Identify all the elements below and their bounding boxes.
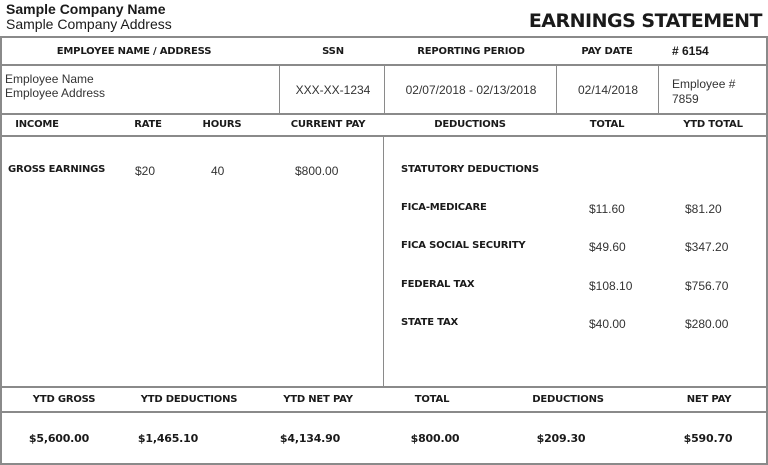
- employee-name: Employee Name: [5, 72, 94, 86]
- period-value: 02/07/2018 - 02/13/2018: [405, 83, 537, 97]
- divider: [556, 65, 557, 114]
- net-pay-header: NET PAY: [686, 394, 732, 405]
- ssn-value: XXX-XX-1234: [295, 83, 371, 97]
- deduction-total: $108.10: [589, 279, 633, 293]
- employee-number-label: Employee #: [672, 77, 736, 91]
- divider: [383, 136, 384, 387]
- rate-header: RATE: [134, 119, 162, 130]
- ytd-gross-header: YTD GROSS: [32, 394, 96, 405]
- statement-table: [0, 36, 768, 465]
- ytd-gross-value: $5,600.00: [28, 432, 90, 445]
- rate-value: $20: [135, 164, 156, 178]
- hours-header: HOURS: [202, 119, 242, 130]
- deduction-label: FEDERAL TAX: [401, 279, 475, 290]
- company-address: Sample Company Address: [6, 16, 172, 32]
- divider: [0, 135, 768, 137]
- deduction-label: FICA-MEDICARE: [401, 202, 487, 213]
- deduction-total: $49.60: [589, 240, 626, 254]
- deduction-ytd: $280.00: [685, 317, 729, 331]
- deduction-total: $11.60: [589, 202, 625, 216]
- summary-total-value: $800.00: [410, 432, 460, 445]
- summary-total-header: TOTAL: [414, 394, 450, 405]
- hours-value: 40: [211, 164, 225, 178]
- employee-header: EMPLOYEE NAME / ADDRESS: [56, 46, 212, 57]
- divider: [658, 65, 659, 114]
- total-header: TOTAL: [589, 119, 625, 130]
- employee-number: 7859: [672, 92, 699, 106]
- statement-number: # 6154: [672, 44, 709, 58]
- current-pay-value: $800.00: [295, 164, 339, 178]
- company-name: Sample Company Name: [6, 1, 166, 17]
- net-pay-value: $590.70: [683, 432, 733, 445]
- pay-date-header: PAY DATE: [581, 46, 633, 57]
- statement-title: EARNINGS STATEMENT: [528, 10, 763, 32]
- ytd-deductions-value: $1,465.10: [137, 432, 199, 445]
- deduction-label: FICA SOCIAL SECURITY: [401, 240, 526, 251]
- ytd-net-pay-header: YTD NET PAY: [283, 394, 353, 405]
- statutory-deductions-label: STATUTORY DEDUCTIONS: [401, 164, 539, 175]
- ssn-header: SSN: [322, 46, 344, 57]
- income-header: INCOME: [15, 119, 59, 130]
- divider: [279, 65, 280, 114]
- deductions-header: DEDUCTIONS: [434, 119, 506, 130]
- ytd-net-pay-value: $4,134.90: [279, 432, 341, 445]
- ytd-total-header: YTD TOTAL: [683, 119, 743, 130]
- divider: [0, 411, 768, 413]
- divider: [384, 65, 385, 114]
- period-header: REPORTING PERIOD: [417, 46, 525, 57]
- deduction-ytd: $81.20: [685, 202, 722, 216]
- deduction-ytd: $756.70: [685, 279, 729, 293]
- divider: [0, 386, 768, 388]
- deduction-label: STATE TAX: [401, 317, 459, 328]
- pay-date-value: 02/14/2018: [577, 83, 639, 97]
- deduction-total: $40.00: [589, 317, 626, 331]
- divider: [0, 113, 768, 115]
- employee-address: Employee Address: [5, 86, 106, 100]
- current-pay-header: CURRENT PAY: [290, 119, 366, 130]
- gross-earnings-label: GROSS EARNINGS: [8, 164, 106, 175]
- summary-deductions-value: $209.30: [536, 432, 586, 445]
- deduction-ytd: $347.20: [685, 240, 729, 254]
- ytd-deductions-header: YTD DEDUCTIONS: [140, 394, 238, 405]
- summary-deductions-header: DEDUCTIONS: [532, 394, 604, 405]
